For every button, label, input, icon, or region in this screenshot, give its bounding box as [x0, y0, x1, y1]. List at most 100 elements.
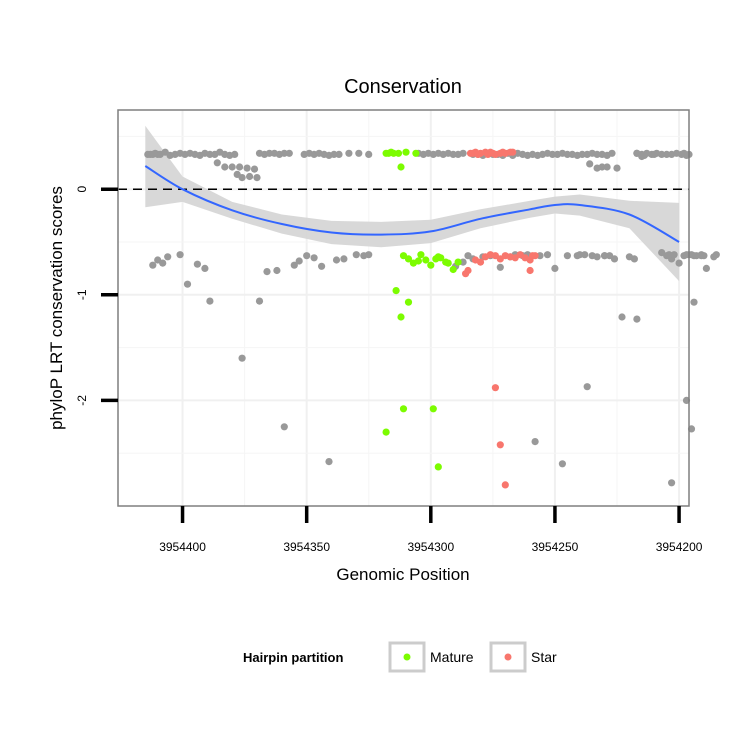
other-point-23 — [228, 163, 236, 171]
other-point-175 — [670, 251, 678, 259]
other-point-37 — [285, 149, 293, 157]
other-point-88 — [586, 160, 594, 168]
mature-point-17 — [437, 254, 445, 262]
other-point-165 — [633, 315, 641, 323]
mature-point-5 — [402, 148, 410, 156]
other-point-110 — [149, 261, 157, 269]
mature-point-27 — [429, 405, 437, 413]
other-point-163 — [610, 255, 619, 263]
other-point-46 — [345, 149, 353, 157]
other-point-112 — [159, 259, 167, 267]
other-point-127 — [310, 254, 318, 262]
other-point-58 — [459, 149, 467, 157]
legend: Hairpin partition Mature Star — [243, 641, 557, 673]
other-point-136 — [459, 258, 467, 266]
other-point-158 — [558, 460, 567, 468]
star-point-32 — [491, 384, 499, 392]
x-tick-label-0: 3954400 — [159, 540, 206, 554]
other-point-173 — [702, 264, 711, 272]
series-mature — [382, 148, 462, 471]
star-point-30 — [531, 252, 539, 260]
star-point-18 — [476, 258, 485, 266]
other-point-36 — [280, 149, 288, 157]
mature-point-9 — [404, 255, 413, 263]
other-point-26 — [250, 165, 259, 173]
mature-point-22 — [392, 287, 400, 295]
series-star — [462, 148, 539, 489]
y-tick-label-1: -1 — [75, 289, 89, 300]
other-point-98 — [658, 150, 666, 158]
legend-key-star-dot — [504, 653, 512, 661]
y-tick-label-0: 0 — [75, 186, 89, 193]
other-point-164 — [618, 313, 626, 321]
other-point-90 — [598, 163, 606, 171]
star-point-34 — [501, 481, 509, 489]
other-point-117 — [201, 264, 209, 272]
mature-point-24 — [404, 298, 413, 306]
other-point-130 — [332, 256, 341, 264]
mature-point-4 — [394, 149, 403, 157]
y-axis-title: phyloP LRT conservation scores — [47, 186, 66, 430]
mature-point-26 — [382, 428, 390, 436]
legend-key-mature-dot — [403, 653, 411, 661]
star-point-33 — [496, 441, 504, 449]
other-point-185 — [668, 479, 676, 487]
other-point-124 — [290, 261, 298, 269]
other-point-149 — [551, 264, 559, 272]
other-point-123 — [280, 423, 288, 431]
other-point-146 — [531, 438, 539, 446]
y-tick-label-2: -2 — [75, 395, 89, 406]
other-point-108 — [638, 152, 646, 161]
star-point-14 — [509, 148, 517, 156]
star-point-16 — [464, 266, 472, 275]
mature-point-23 — [397, 313, 405, 321]
other-point-161 — [588, 252, 596, 260]
mature-point-12 — [417, 251, 425, 259]
mature-point-20 — [449, 265, 457, 274]
other-point-105 — [650, 150, 658, 158]
other-point-159 — [583, 383, 591, 391]
other-point-162 — [601, 252, 609, 260]
x-tick-label-2: 3954300 — [407, 540, 454, 554]
other-point-87 — [608, 149, 616, 157]
other-point-181 — [700, 252, 708, 260]
x-axis-title: Genomic Position — [336, 565, 469, 584]
star-point-31 — [526, 266, 534, 275]
other-point-122 — [273, 266, 281, 275]
mature-point-7 — [397, 163, 405, 171]
other-point-45 — [335, 150, 343, 158]
other-point-174 — [665, 251, 673, 259]
other-point-22 — [221, 163, 229, 171]
other-point-128 — [318, 262, 326, 270]
other-point-141 — [496, 263, 504, 271]
other-point-33 — [265, 149, 273, 157]
chart-title: Conservation — [344, 76, 462, 98]
x-tick-label-1: 3954350 — [283, 540, 330, 554]
other-point-187 — [712, 251, 720, 259]
other-point-134 — [365, 251, 373, 259]
x-tick-label-4: 3954200 — [656, 540, 703, 554]
mature-point-11 — [414, 257, 422, 265]
other-point-148 — [543, 251, 552, 259]
other-point-132 — [352, 251, 360, 259]
other-point-47 — [355, 149, 363, 157]
mature-point-14 — [427, 261, 435, 269]
x-tick-label-3: 3954250 — [532, 540, 579, 554]
mature-point-19 — [444, 259, 452, 267]
other-point-84 — [593, 150, 601, 158]
other-point-20 — [231, 150, 239, 158]
other-point-92 — [613, 164, 621, 172]
axes-layer: 3954400 3954350 3954300 3954250 3954200 0 -1 -2 — [75, 186, 703, 554]
other-point-120 — [255, 297, 264, 305]
smooth-line-layer — [144, 165, 680, 243]
other-point-29 — [246, 172, 254, 181]
other-point-125 — [295, 257, 303, 265]
mature-point-21 — [454, 258, 462, 266]
other-point-24 — [236, 163, 244, 171]
points-layer — [144, 148, 720, 489]
other-point-160 — [576, 251, 584, 259]
other-point-157 — [630, 255, 639, 263]
other-point-44 — [330, 150, 338, 158]
